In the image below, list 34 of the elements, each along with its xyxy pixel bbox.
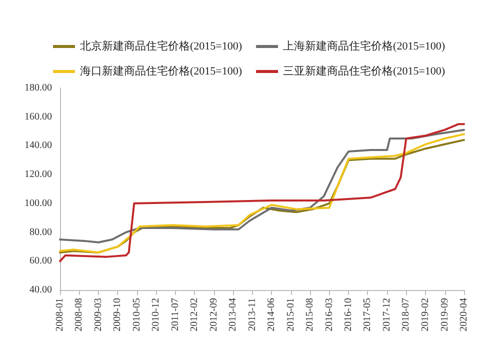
y-tick-label: 80.00 [30, 226, 52, 238]
y-tick-label: 180.00 [24, 82, 52, 94]
x-tick-label: 2009-10 [112, 298, 124, 332]
x-tick-label: 2014-06 [266, 298, 278, 332]
y-tick-label: 140.00 [24, 140, 52, 152]
x-tick-label: 2019-09 [439, 298, 450, 332]
x-tick-label: 2011-07 [170, 298, 181, 331]
x-tick-label: 2013-04 [228, 298, 239, 332]
y-tick-label: 60.00 [30, 256, 52, 267]
x-tick-label: 2012-02 [189, 298, 200, 332]
x-tick-label: 2010-12 [150, 298, 162, 332]
legend-label: 海口新建商品住宅价格(2015=100) [80, 64, 242, 78]
x-tick-label: 2015-01 [285, 298, 296, 332]
x-tick-label: 2008-01 [54, 298, 66, 332]
y-tick-label: 40.00 [30, 284, 52, 296]
legend-label: 北京新建商品住宅价格(2015=100) [80, 40, 242, 52]
y-tick-label: 100.00 [24, 198, 52, 209]
y-tick-label: 160.00 [24, 111, 52, 122]
x-tick-label: 2015-08 [304, 298, 316, 332]
x-tick-label: 2020-04 [458, 298, 470, 332]
x-tick-label: 2017-12 [382, 298, 393, 332]
x-tick-label: 2018-07 [400, 298, 412, 332]
x-tick-label: 2016-10 [343, 298, 354, 332]
x-tick-label: 2019-02 [420, 298, 432, 332]
x-tick-label: 2009-03 [92, 298, 104, 332]
x-tick-label: 2008-08 [74, 298, 85, 332]
x-tick-label: 2016-03 [324, 298, 335, 332]
x-tick-label: 2010-05 [131, 298, 142, 332]
x-tick-label: 2013-11 [246, 298, 258, 331]
x-tick-label: 2012-09 [208, 298, 220, 332]
y-tick-label: 120.00 [24, 169, 52, 180]
x-tick-label: 2017-05 [362, 298, 374, 332]
legend-label: 三亚新建商品住宅价格(2015=100) [283, 64, 446, 78]
legend-label: 上海新建商品住宅价格(2015=100) [283, 40, 446, 52]
